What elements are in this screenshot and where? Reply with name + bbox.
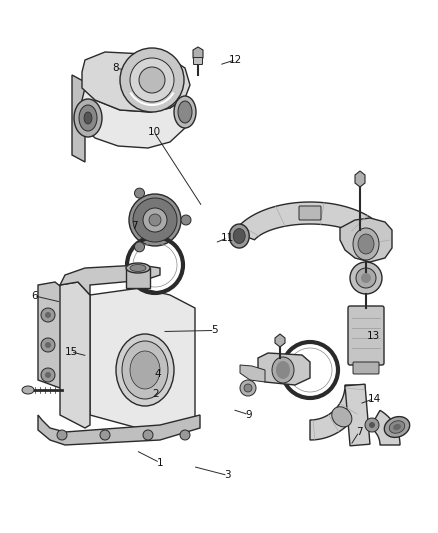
Polygon shape (310, 385, 365, 440)
Circle shape (100, 430, 110, 440)
FancyBboxPatch shape (353, 362, 379, 374)
Ellipse shape (130, 351, 160, 389)
Circle shape (369, 422, 375, 428)
FancyBboxPatch shape (299, 206, 321, 220)
Polygon shape (82, 52, 190, 112)
Text: 15: 15 (64, 347, 78, 357)
Ellipse shape (79, 105, 97, 131)
Text: 10: 10 (148, 127, 161, 137)
Polygon shape (72, 75, 85, 162)
Circle shape (143, 430, 153, 440)
Ellipse shape (393, 424, 401, 430)
FancyBboxPatch shape (194, 58, 202, 64)
Text: 7: 7 (131, 221, 138, 231)
Circle shape (134, 188, 145, 198)
Text: 8: 8 (112, 63, 119, 73)
Text: 13: 13 (367, 331, 380, 341)
Circle shape (45, 372, 51, 378)
Polygon shape (340, 218, 392, 262)
Polygon shape (60, 282, 90, 428)
Text: 3: 3 (224, 471, 231, 480)
Text: 12: 12 (229, 55, 242, 64)
Ellipse shape (130, 264, 146, 271)
Circle shape (130, 58, 174, 102)
Ellipse shape (233, 229, 245, 244)
Circle shape (350, 262, 382, 294)
Circle shape (133, 198, 177, 242)
Circle shape (180, 430, 190, 440)
Ellipse shape (229, 224, 249, 248)
Text: 5: 5 (211, 326, 218, 335)
Text: 14: 14 (367, 394, 381, 403)
Ellipse shape (353, 228, 379, 260)
Polygon shape (275, 334, 285, 347)
Polygon shape (370, 410, 400, 445)
Polygon shape (60, 265, 160, 295)
Circle shape (45, 312, 51, 318)
Polygon shape (234, 202, 391, 248)
Circle shape (120, 48, 184, 112)
Ellipse shape (74, 99, 102, 137)
Ellipse shape (22, 386, 34, 394)
Ellipse shape (384, 417, 410, 438)
Ellipse shape (276, 361, 290, 379)
Polygon shape (126, 268, 150, 288)
Ellipse shape (174, 96, 196, 128)
Circle shape (365, 418, 379, 432)
Text: 2: 2 (152, 390, 159, 399)
Circle shape (41, 338, 55, 352)
FancyBboxPatch shape (348, 306, 384, 365)
Circle shape (244, 384, 252, 392)
Circle shape (129, 194, 181, 246)
Polygon shape (355, 171, 365, 187)
Circle shape (149, 214, 161, 226)
Polygon shape (82, 88, 185, 148)
Circle shape (134, 242, 145, 252)
Ellipse shape (332, 407, 352, 427)
Circle shape (139, 67, 165, 93)
Ellipse shape (389, 421, 405, 433)
Polygon shape (90, 288, 195, 430)
Polygon shape (240, 365, 265, 382)
Circle shape (361, 273, 371, 283)
Text: 9: 9 (245, 410, 252, 419)
Text: 11: 11 (221, 233, 234, 243)
Circle shape (143, 208, 167, 232)
Text: 4: 4 (154, 369, 161, 379)
Circle shape (41, 308, 55, 322)
Ellipse shape (358, 234, 374, 254)
Ellipse shape (116, 334, 174, 406)
Text: 7: 7 (356, 427, 363, 437)
Ellipse shape (272, 357, 294, 383)
Circle shape (356, 268, 376, 288)
Polygon shape (38, 415, 200, 445)
Polygon shape (258, 353, 310, 385)
Ellipse shape (84, 112, 92, 124)
Circle shape (45, 342, 51, 348)
Ellipse shape (126, 263, 150, 273)
Circle shape (240, 380, 256, 396)
Text: 6: 6 (31, 291, 38, 301)
Ellipse shape (178, 101, 192, 123)
Polygon shape (38, 282, 65, 388)
Text: 1: 1 (156, 458, 163, 467)
Polygon shape (193, 47, 203, 61)
Ellipse shape (122, 341, 168, 399)
Polygon shape (345, 384, 370, 446)
Circle shape (41, 368, 55, 382)
Circle shape (57, 430, 67, 440)
Circle shape (181, 215, 191, 225)
